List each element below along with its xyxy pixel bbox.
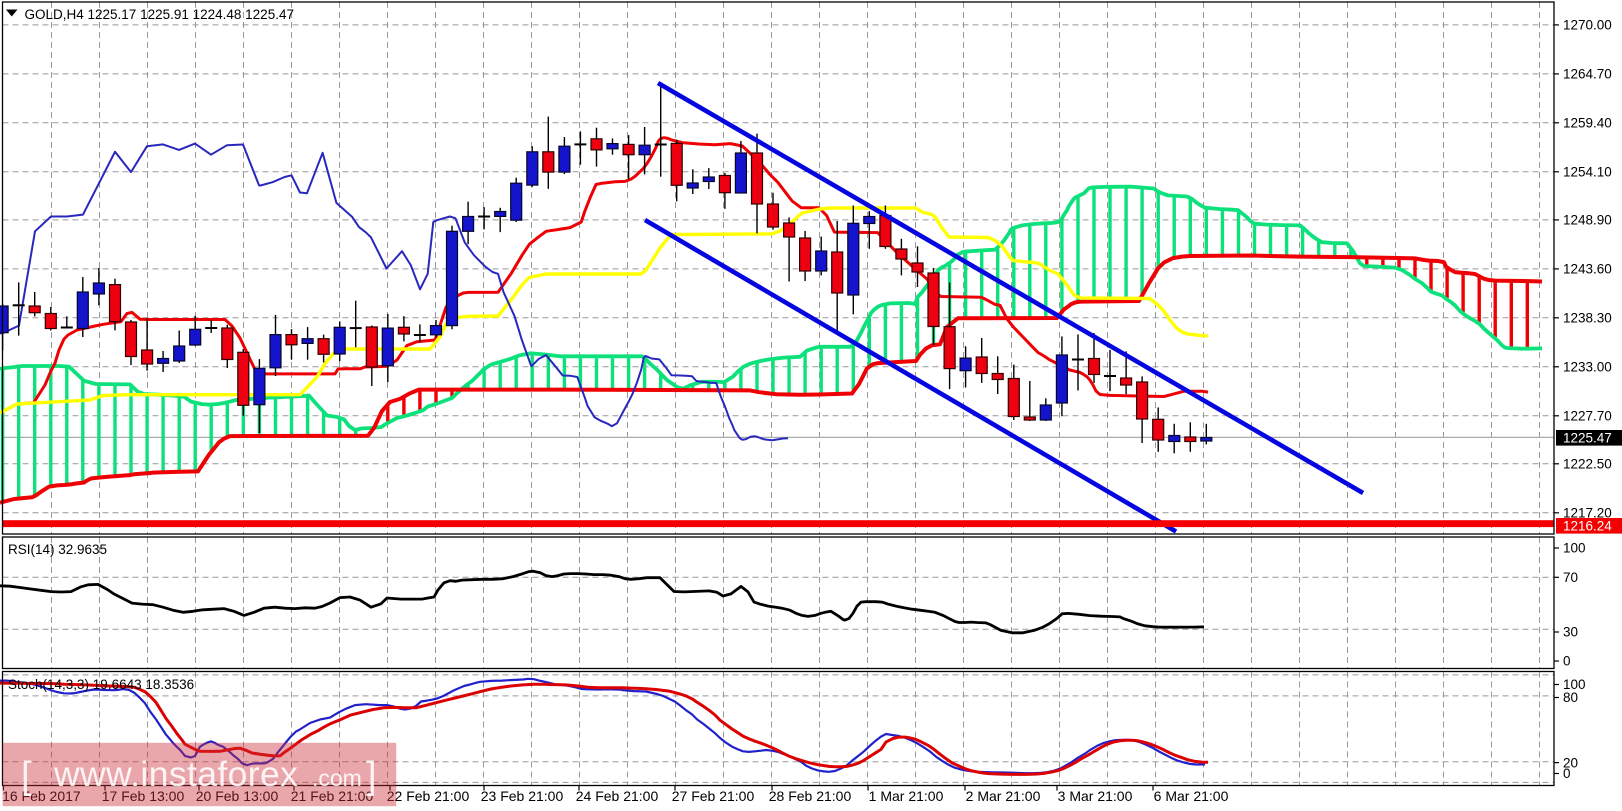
svg-text:.com: .com [312, 765, 362, 791]
svg-text:24 Feb 21:00: 24 Feb 21:00 [576, 788, 659, 804]
svg-text:1 Mar 21:00: 1 Mar 21:00 [869, 788, 944, 804]
svg-text:1227.70: 1227.70 [1563, 409, 1612, 424]
svg-text:1217.20: 1217.20 [1563, 506, 1612, 521]
svg-text:3 Mar 21:00: 3 Mar 21:00 [1058, 788, 1133, 804]
svg-text:0: 0 [1563, 766, 1571, 781]
svg-text:27 Feb 21:00: 27 Feb 21:00 [672, 788, 755, 804]
svg-text:1270.00: 1270.00 [1563, 18, 1612, 33]
svg-text:20: 20 [1563, 755, 1578, 770]
svg-text:70: 70 [1563, 570, 1578, 585]
svg-text:20 Feb 13:00: 20 Feb 13:00 [196, 788, 279, 804]
svg-text:16 Feb 2017: 16 Feb 2017 [2, 788, 81, 804]
svg-text:21 Feb 21:00: 21 Feb 21:00 [291, 788, 374, 804]
svg-text:1222.50: 1222.50 [1563, 457, 1612, 472]
svg-text:]: ] [366, 755, 377, 797]
svg-text:1238.30: 1238.30 [1563, 311, 1612, 326]
svg-text:1264.70: 1264.70 [1563, 67, 1612, 82]
svg-text:1243.60: 1243.60 [1563, 262, 1612, 277]
svg-text:0: 0 [1563, 654, 1571, 669]
svg-text:1233.00: 1233.00 [1563, 360, 1612, 375]
svg-text:22 Feb 21:00: 22 Feb 21:00 [387, 788, 470, 804]
svg-text:GOLD,H4 1225.17 1225.91 1224.: GOLD,H4 1225.17 1225.91 1224.48 1225.47 [25, 7, 294, 22]
svg-text:1216.24: 1216.24 [1563, 518, 1612, 533]
svg-text:30: 30 [1563, 625, 1578, 640]
svg-text:100: 100 [1563, 541, 1586, 556]
svg-text:Stoch(14,3,3) 19.6643 18.3536: Stoch(14,3,3) 19.6643 18.3536 [8, 677, 194, 692]
svg-text:www.instaforex: www.instaforex [53, 754, 298, 794]
svg-text:[: [ [21, 755, 32, 797]
svg-text:1259.40: 1259.40 [1563, 116, 1612, 131]
svg-text:100: 100 [1563, 677, 1586, 692]
svg-text:23 Feb 21:00: 23 Feb 21:00 [481, 788, 564, 804]
svg-text:28 Feb 21:00: 28 Feb 21:00 [769, 788, 852, 804]
svg-text:6 Mar 21:00: 6 Mar 21:00 [1154, 788, 1229, 804]
svg-text:1225.47: 1225.47 [1563, 430, 1612, 445]
svg-text:17 Feb 13:00: 17 Feb 13:00 [102, 788, 185, 804]
svg-text:1254.10: 1254.10 [1563, 165, 1612, 180]
svg-text:RSI(14) 32.9635: RSI(14) 32.9635 [8, 542, 107, 557]
svg-text:2 Mar 21:00: 2 Mar 21:00 [966, 788, 1041, 804]
svg-text:1248.90: 1248.90 [1563, 213, 1612, 228]
svg-text:80: 80 [1563, 690, 1578, 705]
